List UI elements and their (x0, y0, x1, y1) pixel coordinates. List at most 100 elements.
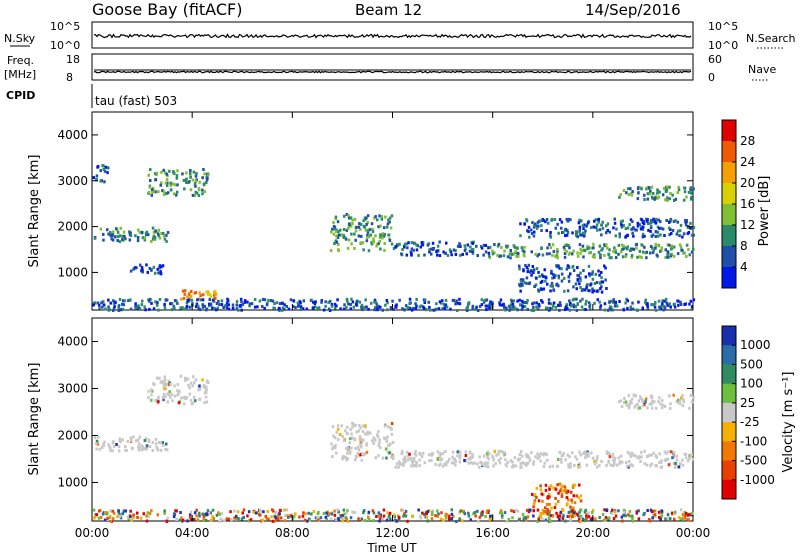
heatmap-cell (484, 515, 487, 518)
heatmap-cell (273, 519, 276, 523)
heatmap-cell (430, 453, 433, 457)
heatmap-cell (604, 278, 607, 282)
heatmap-cell (113, 305, 116, 309)
heatmap-cell (587, 454, 590, 458)
heatmap-cell (549, 302, 553, 306)
heatmap-cell (541, 219, 544, 223)
heatmap-cell (678, 402, 682, 406)
heatmap-cell (531, 265, 535, 268)
heatmap-cell (137, 448, 141, 452)
heatmap-cell (261, 305, 264, 308)
heatmap-cell (683, 190, 687, 194)
heatmap-cell (442, 250, 445, 254)
heatmap-cell (360, 306, 364, 309)
heatmap-cell (103, 440, 106, 444)
heatmap-cell (201, 378, 204, 382)
heatmap-cell (386, 222, 390, 226)
heatmap-cell (542, 287, 545, 291)
heatmap-cell (277, 514, 280, 518)
heatmap-cell (500, 246, 503, 249)
heatmap-cell (644, 397, 648, 401)
heatmap-cell (596, 298, 599, 302)
heatmap-cell (348, 441, 351, 445)
heatmap-cell (661, 299, 664, 303)
heatmap-cell (554, 305, 558, 309)
heatmap-cell (570, 500, 574, 504)
heatmap-cell (562, 245, 566, 249)
heatmap-cell (518, 264, 521, 268)
heatmap-cell (109, 509, 112, 513)
heatmap-cell (413, 452, 417, 456)
heatmap-cell (392, 307, 395, 311)
heatmap-cell (371, 227, 374, 231)
heatmap-cell (677, 303, 680, 307)
heatmap-cell (118, 240, 122, 244)
heatmap-cell (665, 198, 669, 202)
heatmap-cell (644, 251, 647, 255)
heatmap-cell (193, 381, 196, 385)
heatmap-cell (512, 252, 516, 256)
heatmap-cell (650, 303, 653, 307)
heatmap-cell (516, 246, 519, 250)
heatmap-cell (665, 189, 668, 193)
xtick-label: 20:00 (576, 526, 611, 540)
heatmap-cell (640, 450, 643, 454)
heatmap-cell (567, 490, 570, 494)
heatmap-cell (157, 400, 160, 404)
heatmap-cell (159, 183, 162, 187)
heatmap-cell (598, 516, 601, 519)
heatmap-cell (541, 493, 545, 497)
heatmap-cell (231, 306, 235, 310)
heatmap-cell (664, 198, 667, 202)
heatmap-cell (532, 225, 536, 229)
heatmap-cell (107, 298, 110, 302)
heatmap-cell (357, 448, 361, 452)
heatmap-cell (324, 300, 327, 304)
heatmap-cell (441, 452, 445, 455)
heatmap-cell (150, 188, 154, 192)
heatmap-cell (674, 512, 677, 516)
heatmap-cell (691, 305, 694, 309)
heatmap-cell (538, 219, 541, 223)
heatmap-cell (191, 193, 195, 197)
heatmap-cell (324, 515, 328, 519)
heatmap-cell (150, 239, 153, 243)
heatmap-cell (451, 461, 454, 465)
heatmap-cell (487, 465, 490, 469)
heatmap-cell (165, 192, 168, 195)
heatmap-cell (562, 514, 565, 518)
heatmap-cell (546, 282, 549, 286)
heatmap-cell (425, 512, 428, 515)
heatmap-cell (345, 458, 348, 462)
heatmap-cell (194, 184, 197, 188)
heatmap-cell (497, 452, 500, 456)
heatmap-cell (688, 253, 691, 257)
heatmap-cell (207, 381, 210, 384)
heatmap-cell (441, 464, 445, 468)
heatmap-cell (182, 178, 186, 182)
heatmap-cell (592, 225, 595, 229)
heatmap-cell (612, 226, 615, 230)
heatmap-cell (643, 234, 646, 238)
heatmap-cell (566, 219, 570, 223)
heatmap-cell (681, 518, 684, 522)
heatmap-cell (102, 303, 106, 307)
heatmap-cell (365, 239, 369, 243)
heatmap-cell (569, 218, 572, 222)
heatmap-cell (566, 307, 569, 310)
heatmap-cell (471, 304, 475, 308)
heatmap-cell (194, 305, 198, 309)
heatmap-cell (425, 308, 428, 312)
heatmap-cell (241, 302, 245, 306)
heatmap-cell (275, 518, 278, 522)
heatmap-cell (641, 227, 645, 231)
heatmap-cell (569, 518, 572, 522)
heatmap-cell (156, 448, 160, 452)
heatmap-cell (436, 509, 439, 513)
heatmap-cell (203, 401, 206, 405)
heatmap-cell (556, 483, 560, 487)
heatmap-cell (361, 241, 365, 245)
heatmap-cell (603, 264, 606, 268)
heatmap-cell (679, 517, 682, 521)
heatmap-cell (93, 236, 97, 240)
